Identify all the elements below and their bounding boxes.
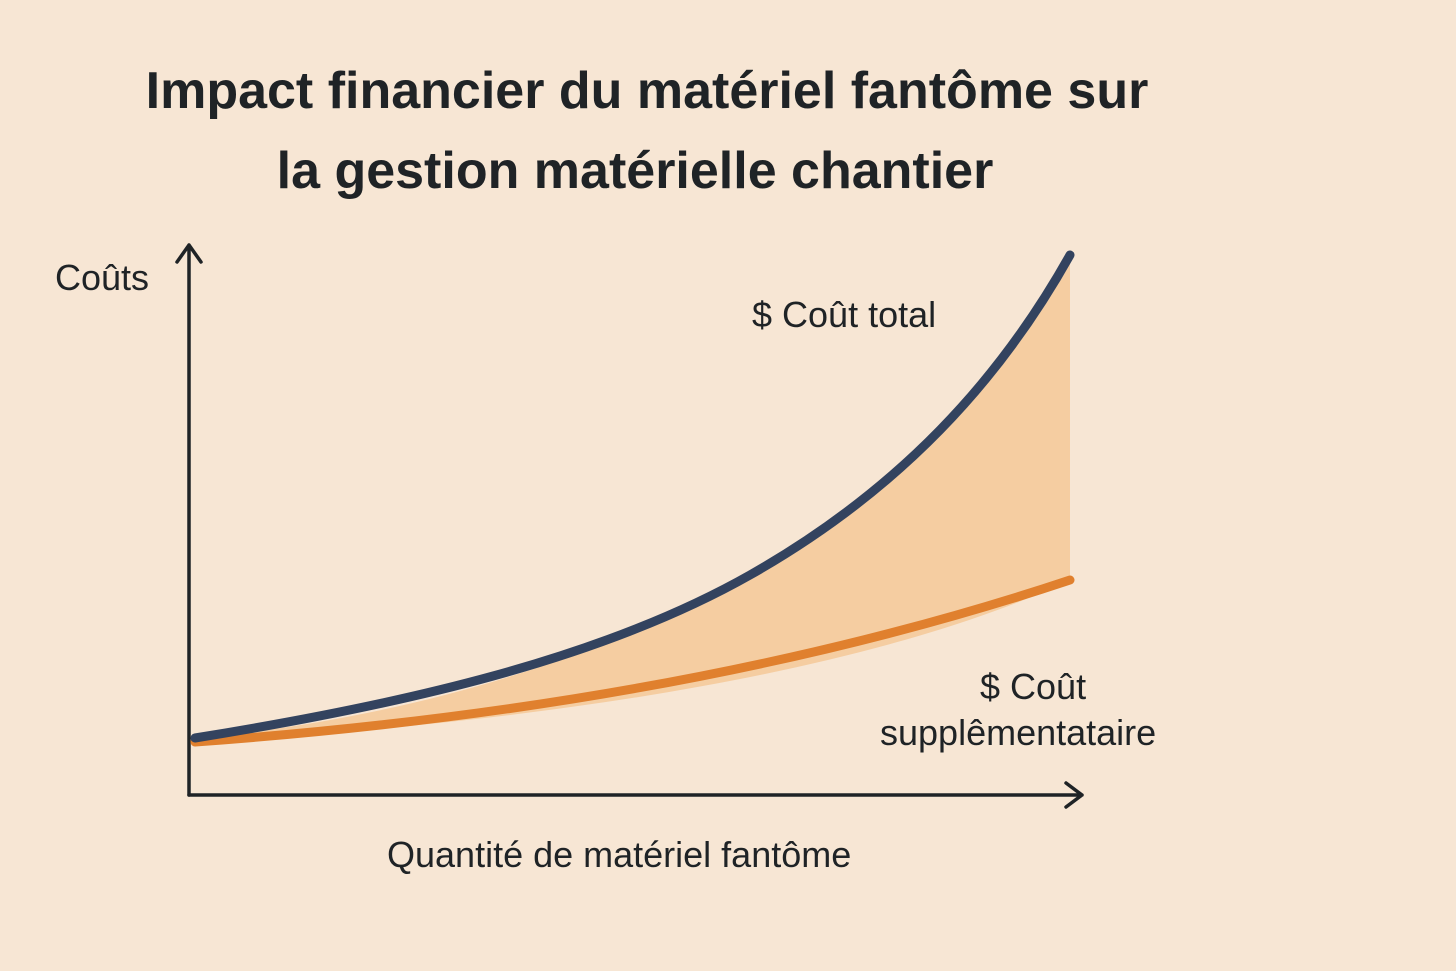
y-axis-label: Coûts	[55, 257, 149, 298]
curve-label: supplêmentataire	[880, 712, 1156, 753]
axes	[175, 243, 1084, 809]
gap-area	[195, 255, 1070, 742]
y-axis	[175, 243, 203, 797]
title-line: Impact financier du matériel fantôme sur	[146, 62, 1149, 120]
x-axis-label: Quantité de matériel fantôme	[387, 834, 851, 875]
curve-label: $ Coût	[980, 666, 1086, 707]
x-axis	[187, 781, 1084, 809]
total-cost-curve	[190, 250, 1075, 743]
title-line: la gestion matérielle chantier	[277, 142, 994, 200]
curve-label: $ Coût total	[752, 294, 936, 335]
extra-cost-curve	[190, 575, 1075, 747]
